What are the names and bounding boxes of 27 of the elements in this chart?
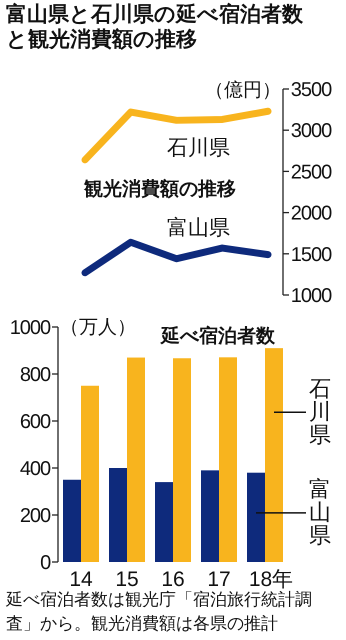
y-tick-label: 2000 — [290, 202, 332, 225]
x-tick-label: 16 — [161, 568, 185, 591]
chart-title: 延べ宿泊者数 — [159, 325, 276, 347]
text: 観光消費額の推移 — [83, 178, 236, 200]
x-tick-label: 14 — [69, 568, 93, 591]
y-tick-label: 800 — [20, 364, 52, 386]
y-tick-label: 0 — [40, 552, 52, 574]
y-tick-label: 3000 — [290, 120, 332, 142]
y-tick-label: 1000 — [290, 285, 332, 307]
y-tick-label: 1500 — [290, 244, 332, 266]
series-label: 富山県 — [167, 216, 230, 240]
y-tick-label: 2500 — [290, 161, 332, 184]
series-label: 石川県 — [309, 376, 331, 447]
y-tick-label: 600 — [20, 411, 52, 433]
x-tick-label: 18年 — [248, 568, 294, 591]
series-label: 富山県 — [309, 476, 331, 548]
y-axis-title: （万人） — [60, 317, 136, 338]
x-tick-label: 15 — [115, 568, 139, 591]
y-axis-title: （億円） — [205, 80, 281, 101]
series-label: 石川県 — [167, 136, 230, 160]
y-tick-label: 1000 — [10, 317, 52, 339]
y-tick-label: 3500 — [290, 79, 332, 101]
chart-title: 富山県と石川県の延べ宿泊者数と観光消費額の推移 — [6, 2, 304, 52]
x-tick-label: 17 — [207, 568, 231, 591]
text: 延べ宿泊者数は観光庁「宿泊旅行統計調査」から。観光消費額は各県の推計 — [6, 589, 313, 635]
y-tick-label: 200 — [20, 505, 52, 527]
y-tick-label: 400 — [20, 458, 52, 480]
